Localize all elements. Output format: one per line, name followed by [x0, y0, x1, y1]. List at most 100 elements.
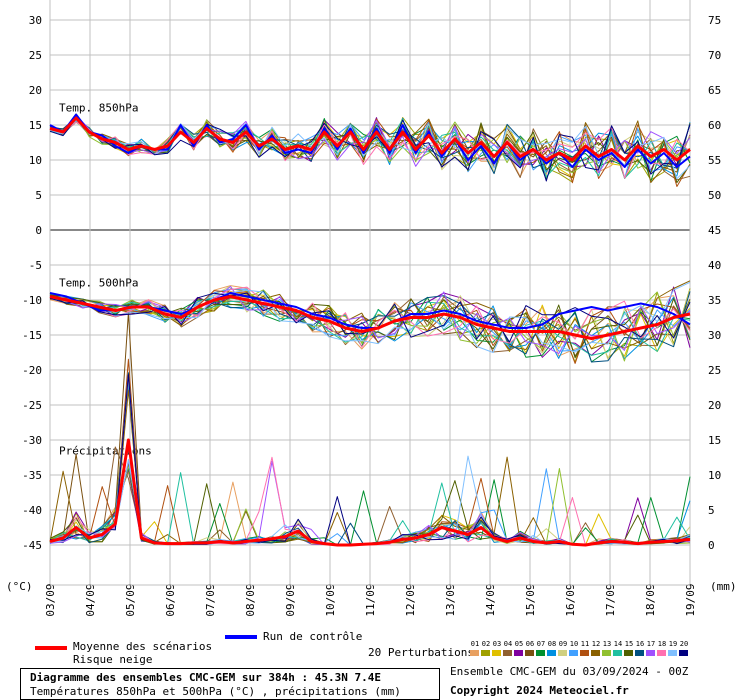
x-tick-label: 03/09: [44, 583, 57, 616]
perturbation-t500-line: [49, 281, 691, 353]
perturbation-color-swatch: [569, 650, 578, 656]
y-tick-right: 15: [708, 434, 721, 447]
left-axis-unit: (°C): [6, 580, 33, 593]
perturbation-color-swatch: [492, 650, 501, 656]
y-tick-right: 30: [708, 329, 721, 342]
perturbation-number: 14: [613, 640, 623, 648]
x-tick-label: 05/09: [124, 583, 137, 616]
legend-control-label: Run de contrôle: [263, 630, 363, 643]
perturbation-number: 06: [525, 640, 535, 648]
y-tick-right: 55: [708, 154, 721, 167]
perturbation-color-swatch: [547, 650, 556, 656]
y-tick-left: 5: [35, 189, 42, 202]
x-tick-label: 14/09: [484, 583, 497, 616]
perturbation-number: 19: [668, 640, 678, 648]
perturbation-color-swatch: [602, 650, 611, 656]
perturbation-number: 04: [503, 640, 513, 648]
x-tick-label: 12/09: [404, 583, 417, 616]
y-tick-right: 70: [708, 49, 721, 62]
y-tick-left: -40: [22, 504, 42, 517]
x-tick-label: 04/09: [84, 583, 97, 616]
section-label: Précipitations: [59, 445, 152, 458]
y-tick-right: 25: [708, 364, 721, 377]
x-tick-label: 19/09: [684, 583, 697, 616]
perturbation-color-swatch: [580, 650, 589, 656]
perturbation-color-swatch: [536, 650, 545, 656]
section-label: Temp. 500hPa: [59, 277, 138, 290]
y-tick-left: -5: [29, 259, 42, 272]
legend-mean-swatch: [35, 646, 67, 650]
title-box: Diagramme des ensembles CMC-GEM sur 384h…: [20, 668, 440, 700]
perturbation-color-swatch: [679, 650, 688, 656]
perturbation-number: 09: [558, 640, 568, 648]
y-tick-left: 0: [35, 224, 42, 237]
y-tick-left: 10: [29, 154, 42, 167]
perturbation-t500-line: [49, 286, 691, 348]
y-tick-right: 60: [708, 119, 721, 132]
y-tick-left: -45: [22, 539, 42, 552]
x-tick-label: 13/09: [444, 583, 457, 616]
y-tick-right: 20: [708, 399, 721, 412]
perturbation-color-swatch: [657, 650, 666, 656]
y-tick-left: -25: [22, 399, 42, 412]
perturbation-number: 15: [624, 640, 634, 648]
y-tick-left: -20: [22, 364, 42, 377]
perturbation-number: 08: [547, 640, 557, 648]
legend-snow-label: Risque neige: [73, 653, 153, 666]
mean-t850-line: [49, 116, 691, 162]
perturbation-number: 10: [569, 640, 579, 648]
x-tick-label: 16/09: [564, 583, 577, 616]
x-tick-label: 10/09: [324, 583, 337, 616]
perturbation-number: 02: [481, 640, 491, 648]
y-tick-right: 0: [708, 539, 715, 552]
perturbation-color-swatch: [481, 650, 490, 656]
perturbation-color-swatch: [624, 650, 633, 656]
y-tick-left: 30: [29, 14, 42, 27]
y-tick-right: 40: [708, 259, 721, 272]
perturbation-number: 11: [580, 640, 590, 648]
x-tick-label: 06/09: [164, 583, 177, 616]
y-tick-right: 75: [708, 14, 721, 27]
y-tick-left: -30: [22, 434, 42, 447]
perturbation-t850-line: [49, 119, 691, 180]
x-tick-label: 15/09: [524, 583, 537, 616]
y-tick-left: 15: [29, 119, 42, 132]
perturbation-color-swatch: [591, 650, 600, 656]
run-info: Ensemble CMC-GEM du 03/09/2024 - 00Z: [450, 665, 689, 678]
legend-perturbations-label: 20 Perturbations: [368, 646, 474, 659]
right-axis-unit: (mm): [710, 580, 737, 593]
mean-precip-line: [49, 438, 691, 547]
mean-t500-line: [49, 295, 691, 340]
chart-subtitle: Températures 850hPa et 500hPa (°C) , pré…: [30, 685, 401, 698]
y-tick-left: 25: [29, 49, 42, 62]
perturbation-color-swatch: [470, 650, 479, 656]
y-tick-left: -15: [22, 329, 42, 342]
perturbation-color-swatch: [668, 650, 677, 656]
x-tick-label: 08/09: [244, 583, 257, 616]
perturbation-t500-line: [49, 288, 691, 352]
perturbation-number: 18: [657, 640, 667, 648]
copyright: Copyright 2024 Meteociel.fr: [450, 684, 629, 697]
x-tick-label: 17/09: [604, 583, 617, 616]
y-tick-right: 65: [708, 84, 721, 97]
x-tick-label: 11/09: [364, 583, 377, 616]
x-tick-label: 09/09: [284, 583, 297, 616]
y-tick-right: 50: [708, 189, 721, 202]
x-tick-label: 18/09: [644, 583, 657, 616]
perturbation-number: 17: [646, 640, 656, 648]
section-label: Temp. 850hPa: [59, 102, 138, 115]
y-tick-left: -10: [22, 294, 42, 307]
perturbation-color-swatch: [558, 650, 567, 656]
perturbation-number: 01: [470, 640, 480, 648]
perturbation-t500-line: [49, 285, 691, 357]
legend-control-swatch: [225, 635, 257, 639]
perturbation-number: 12: [591, 640, 601, 648]
perturbation-color-swatch: [514, 650, 523, 656]
y-tick-right: 10: [708, 469, 721, 482]
perturbation-number: 03: [492, 640, 502, 648]
perturbation-number: 05: [514, 640, 524, 648]
perturbation-number: 16: [635, 640, 645, 648]
y-tick-right: 5: [708, 504, 715, 517]
perturbation-color-swatch: [525, 650, 534, 656]
